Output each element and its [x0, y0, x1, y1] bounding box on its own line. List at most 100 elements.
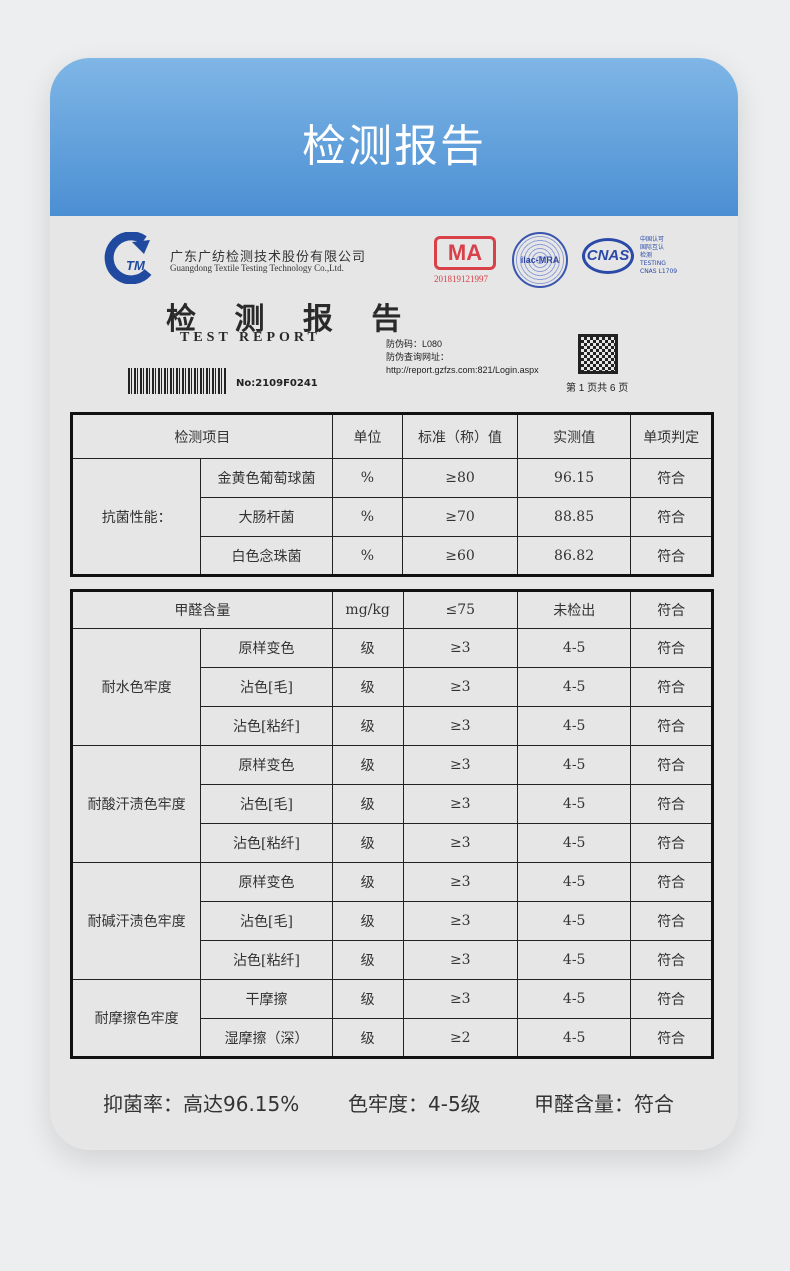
summary-formaldehyde: 甲醛含量：符合	[534, 1092, 674, 1116]
cell-measured: 4-5	[517, 979, 632, 1019]
cell-standard: ≥3	[402, 628, 519, 668]
cell-measured: 4-5	[517, 745, 632, 785]
cell-standard: ≥60	[402, 536, 518, 576]
cell-result: 符合	[630, 458, 713, 498]
cell-unit: %	[331, 497, 404, 537]
page-indicator: 第 1 页共 6 页	[566, 383, 629, 394]
cell-measured: 4-5	[517, 784, 632, 824]
cell-result: 符合	[630, 979, 713, 1019]
cell-measured: 4-5	[517, 1018, 632, 1058]
cell-item: 白色念珠菌	[200, 536, 333, 576]
cell-unit: 级	[331, 862, 404, 902]
cell-unit: 级	[331, 706, 404, 746]
barcode-icon	[128, 368, 226, 394]
cell-unit: 级	[331, 979, 404, 1019]
cell-measured: 4-5	[517, 862, 632, 902]
cell-result: 符合	[630, 862, 713, 902]
table-row: 耐碱汗渍色牢度 原样变色级 ≥3 4-5 符合	[70, 862, 713, 980]
cell-result: 符合	[630, 784, 713, 824]
cnas-line: TESTING	[640, 260, 666, 267]
cell-measured: 4-5	[517, 901, 632, 941]
cell-standard: ≥2	[402, 1018, 519, 1058]
cell-item: 沾色[粘纤]	[200, 706, 333, 746]
cell-measured: 86.82	[516, 536, 632, 576]
cell-standard: ≥3	[402, 979, 519, 1019]
query-label: 防伪查询网址：	[386, 352, 450, 362]
cell-standard: ≥3	[402, 667, 519, 707]
cell-item: 金黄色葡萄球菌	[200, 458, 333, 498]
cell-unit: mg/kg	[331, 590, 404, 629]
svg-text:TM: TM	[126, 258, 146, 273]
cell-measured: 未检出	[517, 590, 632, 629]
query-url[interactable]: http://report.gzfzs.com:821/Login.aspx	[386, 365, 539, 375]
table-row: 大肠杆菌% ≥70 88.85 符合	[72, 497, 713, 537]
header-item: 检测项目	[71, 413, 333, 459]
table-row: 耐摩擦色牢度 干摩擦级 ≥3 4-5 符合	[70, 979, 713, 1058]
cell-unit: 级	[331, 667, 404, 707]
cell-result: 符合	[630, 497, 713, 537]
summary-antibacterial: 抑菌率：高达96.15%	[103, 1092, 300, 1116]
cell-measured: 4-5	[517, 823, 632, 863]
company-logo-icon: TM	[104, 232, 152, 284]
cell-item: 甲醛含量	[71, 590, 333, 629]
summary-colorfastness: 色牢度：4-5级	[348, 1092, 481, 1116]
cnas-line: 国际互认	[640, 244, 665, 251]
header-measured: 实测值	[516, 413, 632, 459]
cell-unit: 级	[331, 823, 404, 863]
cnas-line: CNAS L1709	[640, 268, 678, 275]
cell-item: 湿摩擦（深）	[200, 1018, 333, 1058]
group-name: 抗菌性能：	[70, 458, 202, 576]
group-name: 耐水色牢度	[70, 628, 202, 746]
header-result: 单项判定	[630, 413, 713, 459]
cell-result: 符合	[630, 745, 713, 785]
group-name: 耐摩擦色牢度	[70, 979, 202, 1058]
table-row: 湿摩擦（深）级 ≥2 4-5 符合	[72, 1018, 713, 1058]
cell-standard: ≥3	[402, 940, 519, 980]
cell-unit: 级	[331, 901, 404, 941]
cell-standard: ≥80	[402, 458, 518, 498]
page-title: 检测报告	[302, 121, 486, 172]
cell-item: 沾色[毛]	[200, 784, 333, 824]
cell-standard: ≤75	[402, 590, 519, 629]
table-row: 耐水色牢度 原样变色级 ≥3 4-5 符合	[70, 628, 713, 746]
table-row: 耐酸汗渍色牢度 原样变色级 ≥3 4-5 符合	[70, 745, 713, 863]
cell-measured: 88.85	[516, 497, 632, 537]
cnas-logo: CNAS	[582, 238, 634, 274]
table-row: 沾色[粘纤] 级 ≥3 4-5 符合	[72, 940, 713, 980]
table-row: 白色念珠菌% ≥60 86.82 符合	[72, 536, 713, 576]
cnas-line: 中国认可	[640, 236, 665, 243]
cell-measured: 4-5	[517, 628, 632, 668]
cell-measured: 4-5	[517, 667, 632, 707]
cell-standard: ≥3	[402, 901, 519, 941]
header-unit: 单位	[331, 413, 404, 459]
cell-standard: ≥3	[402, 862, 519, 902]
cell-result: 符合	[630, 590, 713, 629]
report-number: No:2109F0241	[236, 378, 318, 389]
summary-footer: 抑菌率：高达96.15% 色牢度：4-5级 甲醛含量：符合	[50, 1088, 738, 1118]
anti-fake-code: 防伪码：L080	[386, 339, 443, 349]
cell-standard: ≥3	[402, 823, 519, 863]
cnas-line: 检测	[640, 252, 653, 259]
cell-standard: ≥3	[402, 706, 519, 746]
cell-result: 符合	[630, 667, 713, 707]
cell-unit: 级	[331, 745, 404, 785]
report-title-cn: 检 测 报 告	[166, 302, 416, 337]
cell-unit: 级	[331, 940, 404, 980]
cma-number: 201819121997	[434, 274, 488, 284]
header-standard: 标准（称）值	[402, 413, 518, 459]
cell-unit: %	[331, 458, 404, 498]
cell-result: 符合	[630, 901, 713, 941]
fastness-table: 甲醛含量 mg/kg ≤75 未检出 符合 耐水色牢度 原样变色级 ≥3 4-5 符合 沾色[毛] 级…	[70, 589, 714, 1059]
qr-code-icon	[578, 334, 618, 374]
cell-result: 符合	[630, 536, 713, 576]
cell-standard: ≥3	[402, 745, 519, 785]
cell-item: 原样变色	[200, 745, 333, 785]
group-name: 耐酸汗渍色牢度	[70, 745, 202, 863]
header-banner: 检测报告	[50, 58, 738, 216]
company-name-en: Guangdong Textile Testing Technology Co.…	[170, 263, 344, 273]
cell-unit: 级	[331, 1018, 404, 1058]
cnas-text: 中国认可 国际互认 检测 TESTING CNAS L1709	[640, 236, 677, 276]
anti-fake-info: 防伪码：L080 防伪查询网址： http://report.gzfzs.com…	[386, 338, 539, 377]
antibacterial-table: 检测项目 单位 标准（称）值 实测值 单项判定 抗菌性能： 金黄色葡萄球菌% ≥80 96.15…	[70, 412, 714, 577]
cell-result: 符合	[630, 1018, 713, 1058]
